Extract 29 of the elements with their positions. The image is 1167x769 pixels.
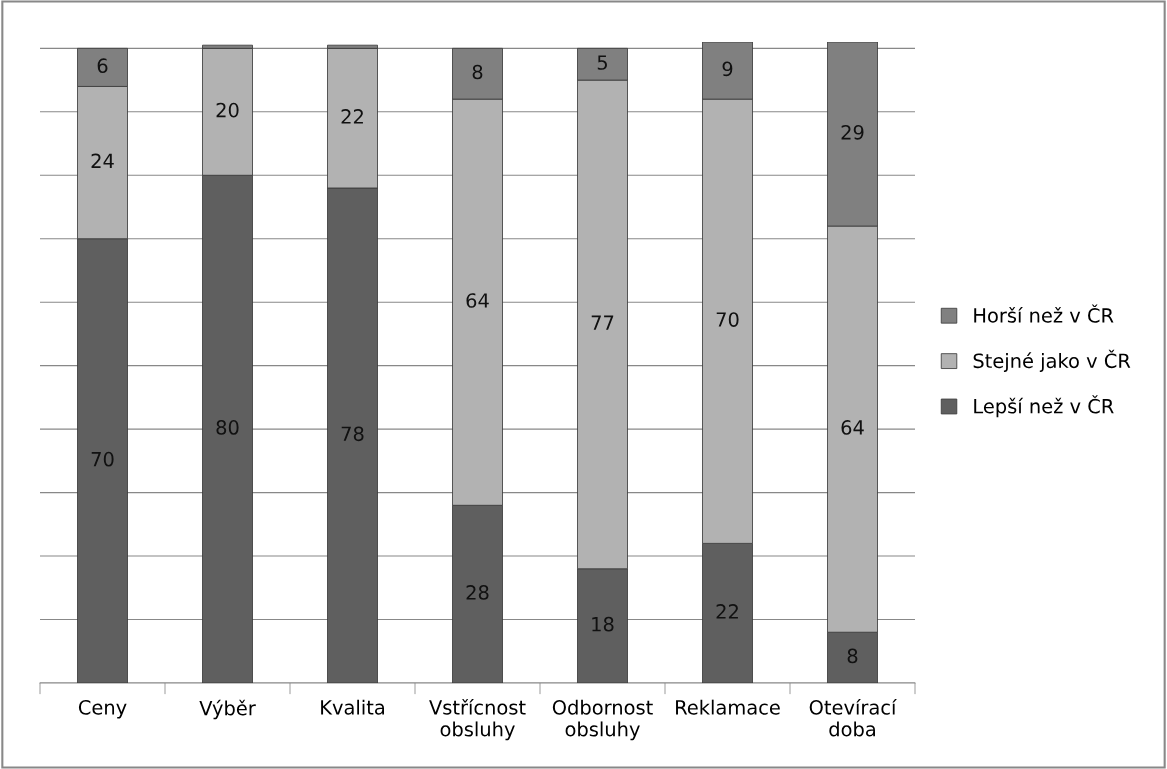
data-label: 8 (472, 64, 483, 80)
x-tick-label: Kvalita (321, 699, 384, 715)
x-tick-label: Výběr (199, 699, 256, 720)
data-label: 77 (591, 315, 614, 330)
data-label: 29 (841, 124, 864, 140)
data-label: 80 (216, 420, 239, 435)
legend-label: Lepší než v ČR (974, 395, 1114, 418)
data-label: 78 (341, 426, 364, 442)
data-label: 6 (97, 58, 108, 74)
data-label: 24 (91, 153, 114, 168)
data-label: 70 (716, 312, 739, 327)
data-label: 8 (847, 648, 858, 664)
legend-label: Stejné jako v ČR (973, 349, 1131, 372)
data-label: 64 (466, 293, 489, 308)
data-label: 22 (716, 604, 738, 619)
data-label: 18 (592, 616, 614, 632)
legend-label: Horší než v ČR (974, 304, 1114, 323)
x-tick-label: Reklamace (676, 699, 780, 715)
data-label: 70 (91, 451, 114, 467)
x-tick-label: Ceny (78, 700, 127, 719)
data-label: 28 (466, 585, 489, 600)
data-label: 64 (841, 420, 864, 435)
data-label: 9 (722, 61, 733, 77)
x-tick-label: Otevírací doba (809, 698, 897, 737)
data-label: 5 (597, 55, 607, 70)
data-label: 22 (341, 109, 363, 124)
data-label: 20 (216, 102, 239, 118)
x-tick-label: Odbornost obsluhy (552, 699, 653, 741)
x-tick-label: Vstřícnost obsluhy (429, 698, 526, 741)
